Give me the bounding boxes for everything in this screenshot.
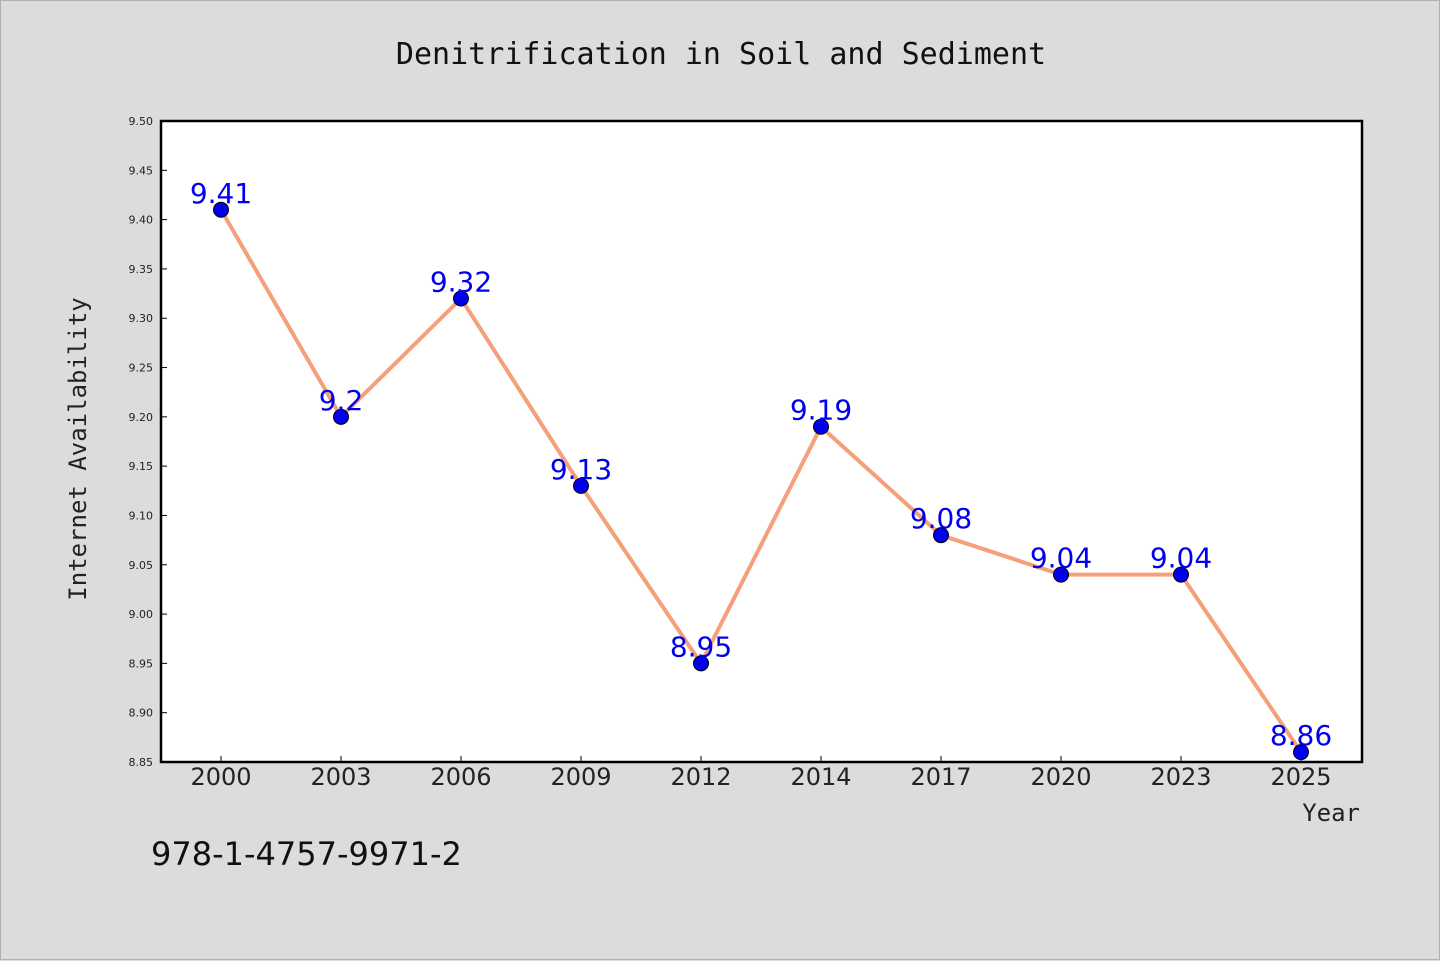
x-tick-label: 2000 xyxy=(190,763,251,791)
x-tick-label: 2012 xyxy=(670,763,731,791)
y-tick-label: 9.00 xyxy=(129,608,154,621)
y-tick-label: 9.25 xyxy=(129,362,154,375)
data-point xyxy=(453,290,469,307)
y-tick-label: 9.05 xyxy=(129,559,154,572)
data-label: 9.32 xyxy=(430,266,492,299)
series-line xyxy=(219,208,1303,754)
y-tick-label: 9.30 xyxy=(129,312,154,325)
data-label: 9.04 xyxy=(1030,542,1092,575)
x-tick-label: 2023 xyxy=(1150,763,1211,791)
data-label: 8.86 xyxy=(1270,719,1332,752)
y-tick-label: 9.15 xyxy=(129,460,154,473)
chart-title: Denitrification in Soil and Sediment xyxy=(396,37,1046,72)
y-tick-label: 8.90 xyxy=(129,707,154,720)
y-tick-label: 9.50 xyxy=(129,115,154,128)
data-point xyxy=(573,477,589,494)
data-label: 8.95 xyxy=(670,630,732,663)
y-tick-label: 9.40 xyxy=(129,214,154,227)
y-tick-label: 8.85 xyxy=(129,756,154,769)
x-tick-label: 2009 xyxy=(550,763,611,791)
x-tick-label: 2014 xyxy=(790,763,851,791)
data-point xyxy=(1293,744,1309,761)
y-tick-label: 9.20 xyxy=(129,411,154,424)
data-label: 9.2 xyxy=(319,384,364,417)
x-tick-label: 2017 xyxy=(910,763,971,791)
y-tick-label: 9.35 xyxy=(129,263,154,276)
y-tick-label: 9.10 xyxy=(129,509,154,522)
data-point xyxy=(693,655,709,672)
data-label: 9.41 xyxy=(190,177,252,210)
data-label: 9.13 xyxy=(550,453,612,486)
isbn-annotation: 978-1-4757-9971-2 xyxy=(151,835,462,873)
y-tick-label: 8.95 xyxy=(129,657,154,670)
y-axis-label: Internet Availability xyxy=(64,297,92,600)
y-axis-ticks: 8.85 8.90 8.95 9.00 9.05 9.10 9.15 9.20 9.25 9.30… xyxy=(129,115,167,769)
data-label: 9.08 xyxy=(910,502,972,535)
x-tick-label: 2003 xyxy=(310,763,371,791)
data-point xyxy=(933,527,949,544)
plot-area xyxy=(159,119,1364,764)
data-point xyxy=(813,418,829,435)
data-label: 9.04 xyxy=(1150,542,1212,575)
x-axis-label: Year xyxy=(1302,799,1360,827)
x-tick-label: 2025 xyxy=(1270,763,1331,791)
data-point xyxy=(213,201,229,218)
data-point xyxy=(1173,566,1189,583)
data-point xyxy=(1053,566,1069,583)
x-tick-label: 2006 xyxy=(430,763,491,791)
x-axis-ticks: 2000 2003 2006 2009 2012 2014 2017 2020 2023 2025 xyxy=(190,756,1332,791)
x-tick-label: 2020 xyxy=(1030,763,1091,791)
data-label: 9.19 xyxy=(790,394,852,427)
series-group: 9.41 9.2 9.32 9.13 8.95 9.19 9.08 9.04 9.04 8.86 xyxy=(190,177,1332,761)
y-tick-label: 9.45 xyxy=(129,164,154,177)
data-point xyxy=(333,408,349,425)
